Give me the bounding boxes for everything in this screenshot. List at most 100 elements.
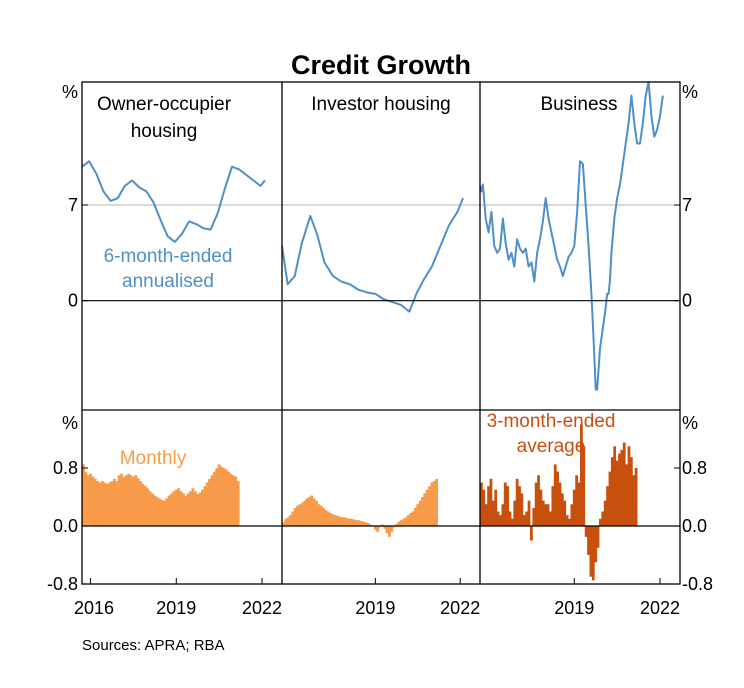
- owner-bar: [182, 493, 185, 527]
- business-bar: [610, 457, 614, 527]
- panel-title-owner: housing: [131, 121, 198, 142]
- investor-bar: [300, 502, 304, 526]
- business-bar: [499, 515, 502, 527]
- investor-bar: [357, 520, 361, 526]
- investor-bar: [399, 520, 403, 526]
- owner-bar: [151, 493, 154, 527]
- owner-bar: [89, 473, 92, 526]
- investor-bar: [282, 522, 285, 527]
- business-bar: [489, 478, 493, 527]
- business-bar: [629, 457, 633, 527]
- xtick-label: 2022: [440, 598, 480, 618]
- owner-bar: [108, 482, 111, 526]
- owner-bar: [84, 471, 88, 527]
- xtick-label: 2022: [640, 598, 680, 618]
- owner-bar: [143, 486, 147, 527]
- owner-bar: [208, 478, 211, 527]
- business-bar: [525, 511, 529, 526]
- owner-bar: [217, 464, 221, 527]
- investor-bar: [352, 519, 356, 526]
- bottom-ytick-label-left: 0.0: [53, 516, 78, 536]
- business-bar: [482, 489, 486, 526]
- top-ytick-label-left: 0: [68, 291, 78, 311]
- bottom-ytick-label-left: 0.8: [53, 458, 78, 478]
- business-bar: [589, 526, 593, 577]
- business-bar: [544, 504, 548, 526]
- owner-bar: [146, 488, 150, 526]
- business-bar: [622, 442, 626, 527]
- bottom-unit-label-left: %: [62, 413, 78, 433]
- investor-bar: [336, 515, 339, 526]
- investor-bar: [378, 526, 382, 528]
- investor-bar: [338, 516, 342, 526]
- owner-bar: [82, 464, 85, 527]
- bottom-ytick-label-right: 0.8: [682, 458, 707, 478]
- investor-bar: [310, 495, 314, 526]
- business-bar: [560, 493, 564, 527]
- business-bar: [575, 475, 579, 526]
- investor-bar: [315, 500, 318, 527]
- bar-annotation-monthly: Monthly: [120, 448, 187, 469]
- plot-frame: [81, 81, 681, 585]
- owner-bar: [231, 475, 235, 526]
- business-bar: [534, 482, 538, 526]
- business-bar: [613, 446, 617, 526]
- investor-bar: [413, 507, 417, 527]
- business-bar: [537, 475, 540, 526]
- line-annotation: 6-month-ended: [104, 246, 233, 267]
- owner-bar: [170, 493, 173, 527]
- investor-bar: [409, 512, 413, 526]
- bar-annotation-3month: average: [517, 436, 586, 457]
- investor-bar: [383, 526, 387, 529]
- owner-bar: [148, 491, 152, 526]
- bottom-ytick-label-left: -0.8: [47, 574, 78, 594]
- business-bar: [606, 486, 609, 527]
- investor-bar: [348, 518, 351, 526]
- business-bar: [487, 486, 490, 527]
- investor-bar: [303, 500, 306, 527]
- owner-bar: [198, 492, 202, 526]
- owner-bar: [141, 483, 145, 526]
- bottom-ytick-label-right: -0.8: [682, 574, 713, 594]
- business-bar: [565, 515, 569, 527]
- investor-bar: [312, 498, 316, 526]
- investor-bar: [296, 505, 299, 526]
- business-bar: [549, 511, 552, 526]
- xtick-label: 2022: [242, 598, 282, 618]
- investor-bar: [418, 500, 422, 527]
- business-bar: [503, 482, 507, 526]
- investor-bar: [435, 478, 438, 527]
- bottom-unit-label-right: %: [682, 413, 698, 433]
- investor-bar: [411, 511, 415, 526]
- investor-bar: [388, 526, 391, 537]
- investor-bar: [390, 526, 394, 532]
- panel-title-investor: Investor housing: [311, 94, 450, 115]
- owner-bar: [155, 497, 159, 526]
- business-bar: [596, 526, 600, 548]
- owner-bar: [112, 478, 116, 527]
- business-bar: [601, 511, 605, 526]
- investor-bar: [293, 507, 297, 527]
- owner-bar: [96, 481, 100, 526]
- source-note: Sources: APRA; RBA: [82, 637, 225, 654]
- investor-bar: [369, 524, 372, 526]
- panel-title-business: Business: [540, 94, 617, 115]
- owner-bar: [174, 489, 178, 526]
- owner-bar: [212, 471, 216, 527]
- owner-bar: [103, 482, 107, 526]
- owner-bar: [110, 481, 114, 526]
- investor-bar: [322, 507, 325, 527]
- investor-bar: [350, 518, 354, 526]
- owner-bar: [136, 478, 140, 526]
- owner-bar: [220, 466, 223, 526]
- business-bar: [530, 526, 533, 541]
- owner-bar: [158, 498, 161, 526]
- business-bar: [568, 518, 571, 526]
- investor-bar: [364, 522, 368, 527]
- labels: 0 0 7 7 -0.8 -0.8 0.0 0.0 0.8 0.8%%% % 2016 2019 2022…: [47, 82, 713, 618]
- investor-bar: [376, 526, 380, 532]
- business-bar: [558, 482, 562, 526]
- xtick-label: 2019: [156, 598, 196, 618]
